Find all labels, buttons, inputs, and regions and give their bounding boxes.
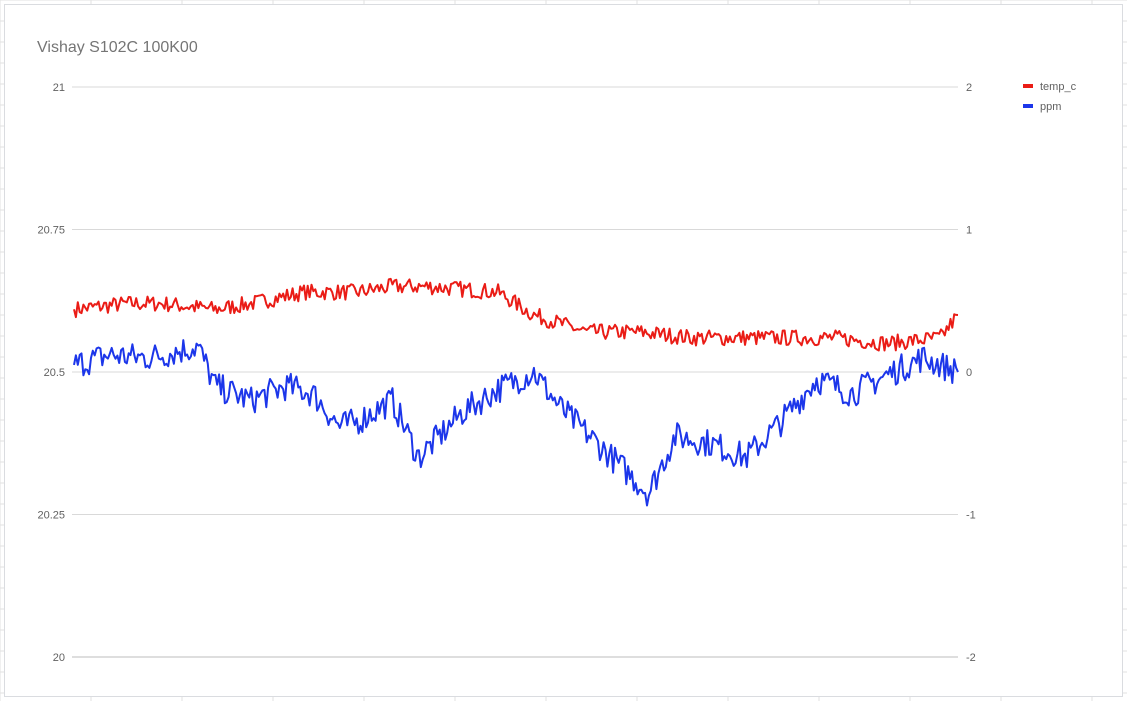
- legend-label: temp_c: [1040, 81, 1077, 93]
- right-tick-label: -2: [966, 652, 976, 664]
- right-tick-label: 0: [966, 367, 972, 379]
- left-tick-label: 21: [53, 82, 65, 94]
- right-tick-label: -1: [966, 510, 976, 522]
- left-tick-label: 20.25: [37, 510, 65, 522]
- series-line-ppm: [73, 339, 959, 507]
- left-tick-label: 20.75: [37, 225, 65, 237]
- legend-swatch: [1023, 84, 1033, 88]
- series-line-temp-c: [73, 277, 959, 352]
- gridlines: [72, 86, 958, 658]
- chart-title: Vishay S102C 100K00: [37, 39, 198, 56]
- left-tick-label: 20: [53, 652, 65, 664]
- left-tick-label: 20.5: [44, 367, 65, 379]
- series-layer: [73, 277, 959, 507]
- legend-swatch: [1023, 104, 1033, 108]
- right-tick-label: 1: [966, 225, 972, 237]
- chart-card[interactable]: [4, 4, 1123, 697]
- right-axis-ticks: -2 -1 0 1 2: [966, 82, 976, 664]
- right-tick-label: 2: [966, 82, 972, 94]
- left-axis-ticks: 20 20.25 20.5 20.75 21: [37, 82, 65, 664]
- legend-label: ppm: [1040, 101, 1061, 113]
